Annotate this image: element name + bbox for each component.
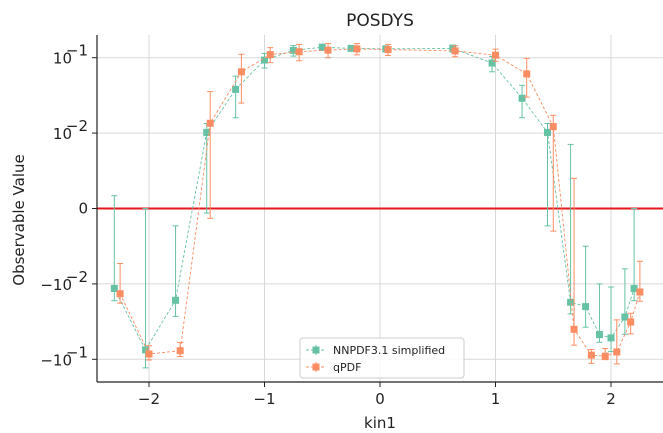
- y-tick-exponent: −2: [66, 268, 88, 286]
- data-point: [570, 325, 578, 333]
- data-point: [289, 46, 297, 54]
- data-point: [142, 346, 150, 354]
- y-tick-label: −10: [40, 276, 72, 294]
- data-point: [260, 56, 268, 64]
- plot-series: [110, 43, 644, 369]
- data-point: [451, 47, 459, 55]
- x-tick-label: −1: [253, 390, 275, 408]
- data-point: [266, 51, 274, 59]
- data-point: [582, 303, 590, 311]
- x-tick-label: 2: [606, 390, 616, 408]
- y-tick-label: 10: [53, 50, 72, 68]
- data-point: [384, 46, 392, 54]
- legend: NNPDF3.1 simplified qPDF: [299, 337, 465, 379]
- legend-label: NNPDF3.1 simplified: [333, 344, 445, 357]
- y-tick-label: −10: [40, 351, 72, 369]
- data-point: [172, 296, 180, 304]
- legend-entry-2: qPDF: [306, 361, 361, 374]
- y-axis-title: Observable Value: [10, 154, 28, 285]
- data-point: [347, 44, 355, 52]
- series-2: [116, 43, 644, 365]
- series-line: [119, 48, 641, 357]
- y-tick-label: 0: [78, 200, 88, 218]
- data-point: [324, 46, 332, 54]
- series-line: [113, 46, 635, 351]
- data-point: [295, 48, 303, 56]
- data-point: [492, 51, 500, 59]
- data-point: [523, 70, 531, 78]
- y-tick-exponent: −1: [66, 343, 88, 361]
- chart-title: POSDYS: [346, 11, 414, 31]
- data-point: [203, 128, 211, 136]
- data-point: [630, 284, 638, 292]
- data-point: [601, 352, 609, 360]
- x-tick-label: −2: [138, 390, 160, 408]
- data-point: [116, 290, 124, 298]
- series-1: [110, 43, 638, 369]
- data-point: [549, 123, 557, 131]
- data-point: [110, 284, 118, 292]
- data-point: [318, 43, 326, 51]
- data-point: [488, 59, 496, 67]
- data-point: [627, 318, 635, 326]
- x-axis-title: kin1: [364, 414, 396, 432]
- x-tick-label: 1: [491, 390, 501, 408]
- data-point: [518, 94, 526, 102]
- data-point: [237, 68, 245, 76]
- data-point: [543, 128, 551, 136]
- y-tick-label: 10: [53, 125, 72, 143]
- data-point: [176, 347, 184, 355]
- legend-marker: [312, 363, 320, 371]
- y-tick-exponent: −2: [66, 117, 88, 135]
- data-point: [613, 348, 621, 356]
- data-point: [587, 351, 595, 359]
- data-point: [353, 45, 361, 53]
- legend-label: qPDF: [333, 361, 361, 374]
- data-point: [567, 298, 575, 306]
- legend-box: [299, 337, 465, 379]
- data-point: [607, 334, 615, 342]
- legend-entry-1: NNPDF3.1 simplified: [306, 344, 445, 357]
- data-point: [206, 119, 214, 127]
- y-tick-labels: 10−110−20−10−2−10−1: [40, 42, 97, 369]
- data-point: [145, 350, 153, 358]
- x-tick-label: 0: [375, 390, 385, 408]
- legend-marker: [312, 346, 320, 354]
- y-tick-exponent: −1: [66, 42, 88, 60]
- data-point: [621, 313, 629, 321]
- x-tick-labels: −2 −1 0 1 2: [138, 382, 616, 408]
- data-point: [232, 85, 240, 93]
- data-point: [595, 331, 603, 339]
- data-point: [636, 288, 644, 296]
